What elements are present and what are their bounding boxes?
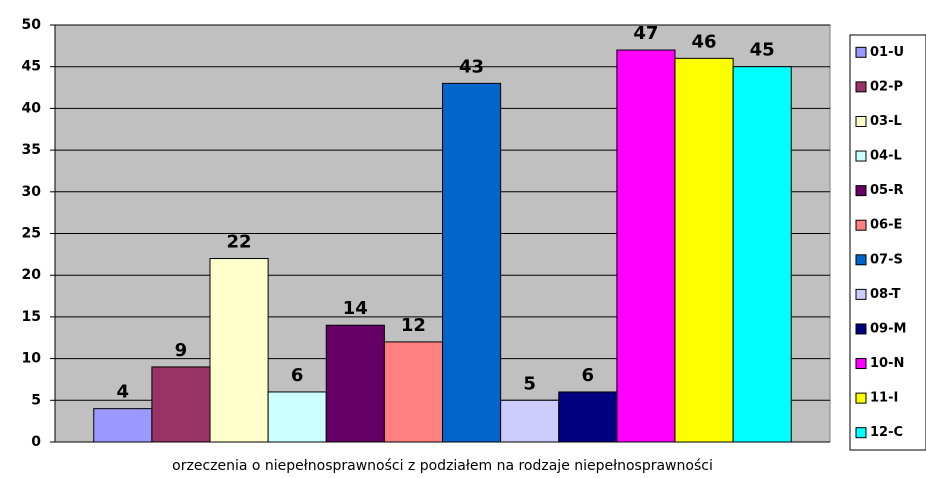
value-label: 22 [227, 232, 252, 253]
legend-swatch [855, 254, 867, 266]
y-tick-label: 15 [22, 309, 41, 325]
value-label: 46 [692, 31, 717, 52]
bar [93, 408, 153, 443]
legend-swatch [855, 427, 867, 439]
value-label: 45 [750, 40, 775, 61]
legend-swatch [855, 185, 867, 197]
y-tick-label: 40 [22, 100, 42, 116]
value-label: 9 [175, 340, 188, 361]
legend-swatch [855, 323, 867, 335]
y-tick-label: 35 [22, 142, 41, 158]
bar [325, 324, 385, 443]
value-label: 47 [633, 23, 658, 44]
bar [674, 57, 734, 443]
bar [442, 82, 502, 443]
legend-swatch [855, 358, 867, 370]
y-tick-label: 5 [31, 392, 41, 408]
legend-label: 06-E [870, 218, 902, 233]
bar [151, 366, 211, 443]
legend-label: 01-U [870, 45, 904, 60]
bar [558, 391, 618, 443]
legend-swatch [855, 115, 867, 127]
legend-swatch [855, 219, 867, 231]
y-tick-label: 10 [22, 351, 42, 367]
bar [616, 49, 676, 443]
bar [383, 341, 443, 443]
legend-label: 07-S [870, 252, 903, 267]
value-label: 5 [523, 373, 536, 394]
legend-label: 05-R [870, 183, 904, 198]
legend-swatch [855, 288, 867, 300]
bar [500, 399, 560, 443]
legend-label: 02-P [870, 79, 903, 94]
legend-label: 11-I [870, 391, 898, 406]
x-axis-label: orzeczenia o niepełnosprawności z podzia… [172, 458, 713, 474]
legend-label: 08-T [870, 287, 901, 302]
value-label: 4 [117, 382, 130, 403]
value-label: 43 [459, 56, 484, 77]
value-label: 14 [343, 298, 368, 319]
y-tick-label: 20 [22, 267, 42, 283]
bar [209, 258, 269, 443]
bar [267, 391, 327, 443]
legend-label: 04-L [870, 149, 902, 164]
y-tick-label: 45 [22, 59, 41, 75]
y-tick-label: 50 [22, 17, 42, 33]
value-label: 6 [291, 365, 304, 386]
y-tick-label: 0 [31, 434, 41, 450]
bar [732, 66, 792, 443]
legend-label: 03-L [870, 114, 902, 129]
legend-swatch [855, 81, 867, 93]
value-label: 6 [582, 365, 595, 386]
y-tick-label: 30 [22, 184, 42, 200]
legend-box [849, 34, 926, 451]
legend-label: 10-N [870, 356, 904, 371]
legend-swatch [855, 150, 867, 162]
y-tick-label: 25 [22, 226, 41, 242]
legend-swatch [855, 392, 867, 404]
legend-label: 09-M [870, 321, 906, 336]
legend-swatch [855, 46, 867, 58]
legend-label: 12-C [870, 425, 903, 440]
value-label: 12 [401, 315, 426, 336]
